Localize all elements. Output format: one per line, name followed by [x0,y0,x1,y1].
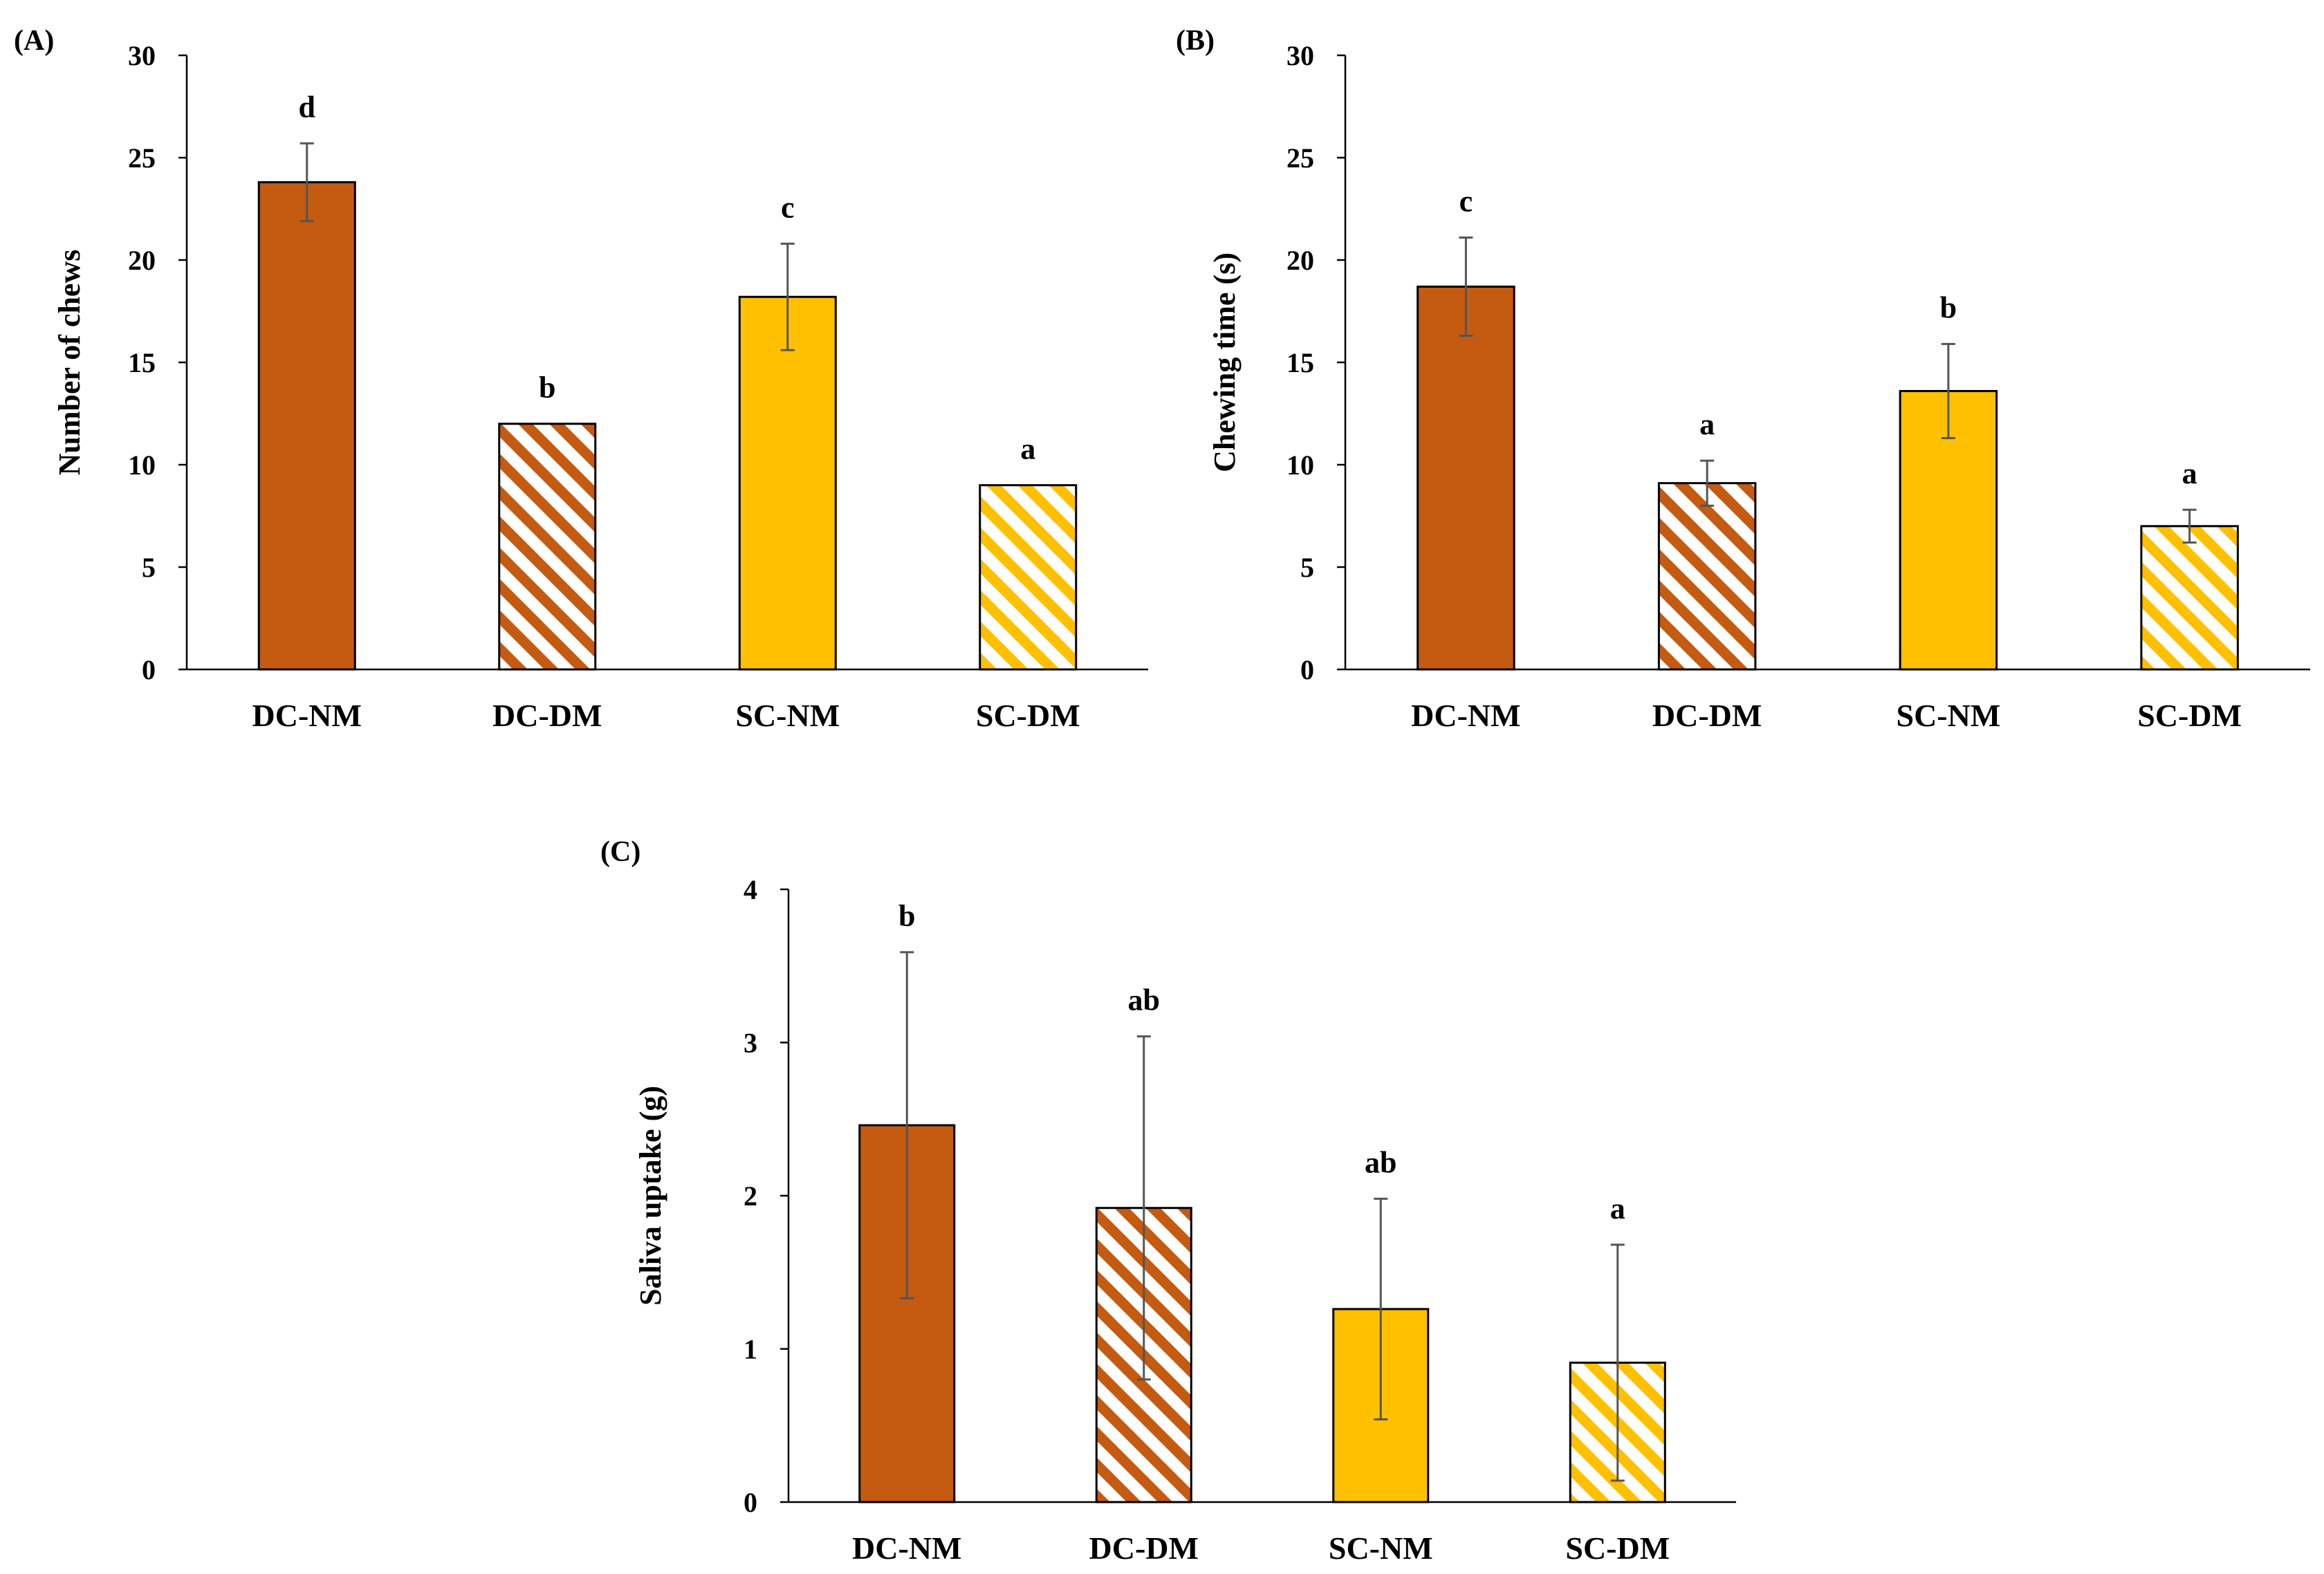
y-tick-label: 20 [1286,245,1314,276]
x-tick-label: SC-DM [976,698,1080,733]
x-tick-label: DC-DM [1652,698,1762,733]
bar-dc-dm [1657,482,1757,671]
x-tick-label: DC-NM [1411,698,1520,733]
panel-c: (C) Saliva uptake (g) b DC-NM ab DC-DM ab SC-NM… [600,836,1736,1566]
y-tick-label: 30 [1286,40,1314,71]
panel-label: (A) [14,25,54,57]
x-tick-label: DC-NM [852,1530,961,1566]
y-tick-label: 5 [142,552,156,583]
significance-label: a [2182,456,2197,490]
y-tick-label: 3 [744,1028,757,1059]
x-tick-label: SC-DM [1565,1530,1670,1566]
y-tick-label: 2 [744,1180,757,1212]
y-tick-label: 5 [1300,552,1314,583]
y-tick-label: 0 [744,1487,757,1518]
error-bar-dc-nm [1459,236,1473,337]
significance-label: a [1610,1192,1625,1225]
bar-sc-nm [738,295,837,671]
panel-label: (B) [1176,25,1215,57]
bar-dc-dm [498,423,597,671]
y-tick-label: 0 [1300,654,1314,685]
y-tick-label: 20 [128,245,156,276]
significance-label: ab [1128,983,1160,1017]
y-axis-title: Chewing time (s) [1208,252,1242,472]
error-bar-sc-dm [2182,508,2197,544]
y-tick-label: 1 [744,1334,757,1365]
y-tick-label: 30 [128,40,156,71]
error-bar-sc-nm [1941,342,1955,440]
significance-label: b [1940,290,1957,324]
y-tick-label: 25 [128,142,156,174]
bar-dc-nm [257,181,356,671]
bar-sc-nm [1899,389,1998,671]
significance-label: c [781,190,795,224]
panel-label: (C) [600,836,640,868]
error-bar-dc-nm [299,142,314,223]
error-bar-sc-nm [1374,1197,1388,1420]
x-tick-label: DC-DM [492,698,602,733]
y-tick-label: 10 [128,450,156,481]
y-axis-title: Saliva uptake (g) [634,1086,667,1306]
x-tick-label: SC-NM [1329,1530,1433,1566]
significance-label: c [1459,184,1473,218]
significance-label: a [1020,432,1035,466]
y-tick-label: 4 [744,874,757,905]
bar-sc-dm [979,484,1078,671]
x-tick-label: SC-NM [735,698,840,733]
y-tick-label: 0 [142,654,156,685]
panel-b: (B) Chewing time (s) c DC-NM a DC-DM b SC-NM a SC… [1176,25,2310,733]
x-tick-label: DC-NM [252,698,362,733]
error-bar-dc-dm [1700,459,1715,507]
significance-label: a [1699,407,1715,441]
x-tick-label: DC-DM [1089,1530,1199,1566]
x-tick-label: SC-NM [1896,698,2000,733]
significance-label: b [898,899,915,933]
error-bar-dc-nm [900,951,914,1299]
significance-label: b [539,371,555,405]
error-bar-sc-dm [1610,1243,1625,1482]
error-bar-sc-nm [780,242,795,351]
bar-dc-nm [1417,285,1515,671]
significance-label: d [299,90,315,124]
y-axis-title: Number of chews [53,250,86,476]
x-tick-label: SC-DM [2137,698,2242,733]
error-bar-dc-dm [1136,1035,1151,1381]
y-tick-label: 10 [1286,450,1314,481]
y-tick-label: 15 [128,347,156,378]
y-tick-label: 25 [1286,142,1314,174]
panel-a: (A) Number of chews d DC-NM b DC-DM c SC-NM a SC-… [14,25,1148,733]
bar-sc-dm [2140,525,2239,671]
significance-label: ab [1365,1145,1396,1179]
y-tick-label: 15 [1286,347,1314,378]
